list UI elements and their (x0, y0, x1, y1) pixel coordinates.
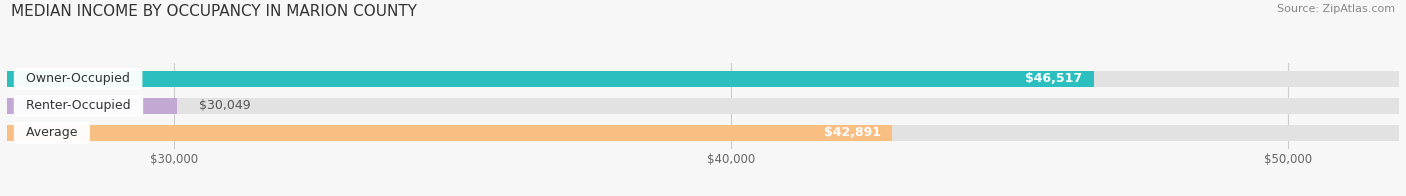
Bar (7, 125, 1399, 141)
Text: Owner-Occupied: Owner-Occupied (18, 72, 138, 85)
Bar (7, 98, 177, 114)
Bar (7, 71, 1399, 87)
Text: Average: Average (18, 126, 86, 139)
Text: $46,517: $46,517 (1025, 72, 1083, 85)
Bar (7, 71, 1094, 87)
Text: Renter-Occupied: Renter-Occupied (18, 99, 139, 112)
Text: $30,049: $30,049 (200, 99, 250, 112)
Text: $42,891: $42,891 (824, 126, 880, 139)
Bar (7, 98, 1399, 114)
Text: Source: ZipAtlas.com: Source: ZipAtlas.com (1277, 4, 1395, 14)
Text: MEDIAN INCOME BY OCCUPANCY IN MARION COUNTY: MEDIAN INCOME BY OCCUPANCY IN MARION COU… (11, 4, 418, 19)
Bar (7, 125, 891, 141)
